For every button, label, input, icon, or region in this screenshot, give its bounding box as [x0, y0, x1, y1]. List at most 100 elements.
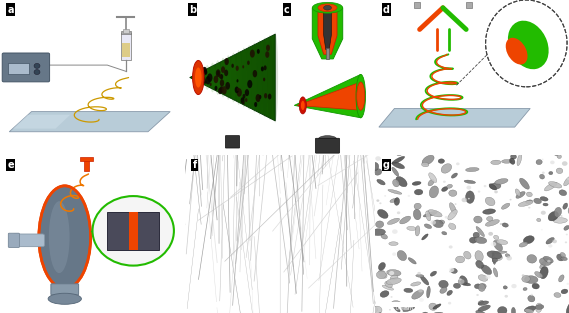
Circle shape: [268, 94, 271, 100]
Circle shape: [500, 223, 502, 225]
Circle shape: [488, 232, 493, 236]
Circle shape: [512, 284, 517, 288]
Circle shape: [430, 220, 436, 225]
FancyBboxPatch shape: [123, 29, 129, 33]
Ellipse shape: [376, 221, 384, 228]
Polygon shape: [312, 8, 343, 59]
Ellipse shape: [564, 176, 569, 186]
Ellipse shape: [371, 229, 385, 236]
Ellipse shape: [39, 186, 90, 289]
Ellipse shape: [548, 211, 558, 221]
Circle shape: [448, 302, 451, 305]
Ellipse shape: [487, 251, 502, 259]
Ellipse shape: [210, 63, 216, 92]
Ellipse shape: [485, 220, 500, 226]
FancyBboxPatch shape: [326, 48, 329, 59]
Ellipse shape: [273, 33, 278, 122]
Ellipse shape: [301, 101, 305, 110]
Circle shape: [263, 78, 265, 81]
Circle shape: [459, 278, 461, 280]
Ellipse shape: [386, 278, 401, 285]
Circle shape: [242, 101, 245, 105]
Circle shape: [567, 177, 569, 180]
Circle shape: [93, 196, 174, 266]
Ellipse shape: [397, 250, 407, 261]
Ellipse shape: [475, 284, 481, 289]
Circle shape: [542, 172, 545, 174]
Ellipse shape: [378, 263, 385, 270]
Ellipse shape: [526, 200, 533, 203]
Circle shape: [547, 260, 551, 263]
Ellipse shape: [241, 48, 247, 107]
Circle shape: [207, 76, 209, 79]
Ellipse shape: [456, 256, 465, 263]
Circle shape: [379, 202, 382, 204]
Ellipse shape: [391, 156, 405, 164]
FancyBboxPatch shape: [122, 44, 130, 57]
Ellipse shape: [549, 182, 562, 188]
Ellipse shape: [324, 5, 332, 10]
Ellipse shape: [492, 258, 497, 262]
Ellipse shape: [536, 160, 542, 165]
Circle shape: [444, 216, 448, 218]
Circle shape: [522, 274, 525, 277]
Ellipse shape: [267, 35, 273, 120]
Ellipse shape: [387, 218, 399, 224]
Ellipse shape: [528, 295, 535, 302]
Ellipse shape: [377, 271, 386, 279]
Circle shape: [204, 70, 207, 75]
Ellipse shape: [516, 189, 521, 196]
FancyBboxPatch shape: [13, 234, 44, 247]
Circle shape: [200, 74, 203, 78]
Ellipse shape: [362, 233, 370, 240]
FancyBboxPatch shape: [51, 284, 79, 295]
Circle shape: [200, 76, 205, 85]
Ellipse shape: [549, 172, 553, 175]
Ellipse shape: [236, 50, 241, 105]
Ellipse shape: [433, 312, 443, 313]
Circle shape: [542, 159, 543, 160]
Ellipse shape: [406, 145, 414, 153]
Circle shape: [209, 83, 212, 86]
Ellipse shape: [420, 275, 429, 285]
Ellipse shape: [413, 209, 421, 220]
Ellipse shape: [518, 201, 533, 206]
Ellipse shape: [414, 203, 421, 209]
Circle shape: [390, 296, 393, 298]
Ellipse shape: [403, 307, 415, 312]
Ellipse shape: [464, 251, 471, 259]
Ellipse shape: [469, 237, 477, 243]
Circle shape: [216, 69, 220, 77]
Text: g: g: [383, 160, 390, 170]
Ellipse shape: [478, 275, 488, 281]
Circle shape: [426, 213, 427, 214]
Polygon shape: [13, 115, 71, 129]
Circle shape: [237, 88, 242, 97]
Ellipse shape: [439, 220, 445, 224]
Ellipse shape: [404, 288, 413, 293]
Ellipse shape: [429, 303, 437, 310]
Ellipse shape: [540, 261, 546, 269]
Ellipse shape: [433, 220, 443, 228]
Circle shape: [250, 49, 255, 58]
Ellipse shape: [411, 282, 421, 286]
Ellipse shape: [423, 212, 437, 217]
Circle shape: [389, 271, 394, 275]
Circle shape: [221, 66, 225, 73]
Circle shape: [217, 71, 220, 75]
Ellipse shape: [391, 300, 401, 307]
Ellipse shape: [559, 190, 567, 196]
Circle shape: [490, 242, 496, 246]
Ellipse shape: [523, 236, 534, 244]
Ellipse shape: [424, 224, 432, 228]
Ellipse shape: [225, 55, 231, 100]
FancyBboxPatch shape: [2, 53, 50, 82]
Ellipse shape: [498, 307, 507, 313]
Circle shape: [241, 97, 245, 104]
Ellipse shape: [475, 251, 483, 262]
Circle shape: [415, 304, 417, 305]
Ellipse shape: [442, 187, 448, 192]
Circle shape: [263, 65, 267, 70]
Ellipse shape: [525, 276, 538, 284]
Circle shape: [392, 229, 398, 234]
